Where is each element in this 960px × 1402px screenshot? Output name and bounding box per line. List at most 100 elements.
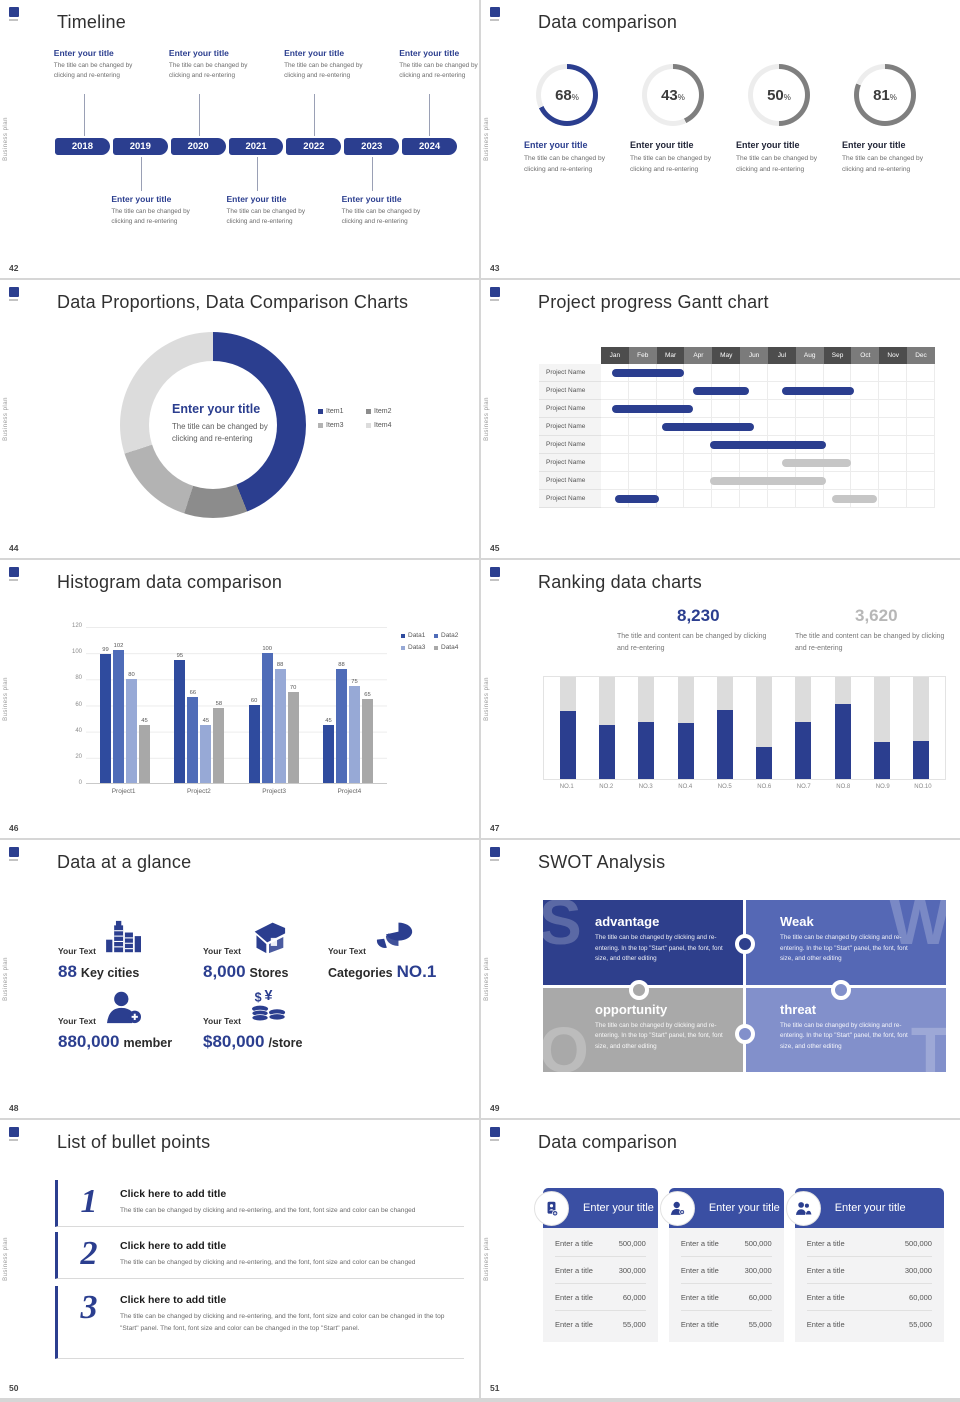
rings-row: 68% Enter your title The title can be chan… [524, 64, 948, 175]
slide-46-histogram[interactable]: Business plan Histogram data comparison … [0, 560, 479, 838]
histogram-bar [287, 692, 299, 783]
gantt-month-header: Apr [684, 347, 713, 364]
card-row-label: Enter a title [680, 1238, 719, 1248]
gantt-grid-cell [879, 418, 908, 435]
gantt-row-label: Project Name [539, 400, 601, 418]
timeline-connector [83, 94, 85, 136]
page-title: Histogram data comparison [57, 572, 283, 592]
bar-wrapper: 58 [213, 627, 225, 783]
bar-wrapper: 45 [200, 627, 212, 783]
ranking-chart [543, 676, 946, 780]
bar-value-label: 45 [202, 717, 210, 724]
legend-swatch [318, 409, 323, 414]
donut-hole [149, 361, 277, 489]
gantt-grid-cell [851, 472, 880, 489]
gantt-row: Project Name [539, 400, 935, 418]
gantt-bar [781, 459, 852, 467]
timeline-year-pill: 2024 [402, 138, 458, 155]
timeline-entry-heading: Enter your title [226, 194, 287, 204]
gantt-row-label: Project Name [539, 418, 601, 436]
ranking-bar-track [795, 677, 812, 779]
ranking-bar-label: NO.6 [757, 784, 772, 790]
stat-item-top: Your Text $ ¥ [203, 988, 353, 1029]
bar-value-label: 70 [289, 685, 297, 691]
timeline-connector [256, 157, 258, 191]
histogram-plot: 99 102 80 45 95 66 45 58 60 100 88 70 45 88 75 65 [86, 627, 387, 784]
stat-item-top: Your Text [58, 990, 208, 1029]
bar-group: 95 66 45 58 [174, 627, 225, 783]
ranking-bar-track [677, 677, 694, 779]
slide-42-timeline[interactable]: Business plan Timeline 2018 2019 2020 2021 2… [0, 0, 479, 278]
gantt-row-label: Project Name [539, 472, 601, 490]
slide-50-bullet-list[interactable]: Business plan List of bullet points 50 1… [0, 1120, 479, 1398]
slide-45-gantt-chart[interactable]: Business plan Project progress Gantt cha… [481, 280, 960, 558]
stat-value-part: Categories [328, 966, 393, 980]
gantt-row: Project Name [539, 382, 935, 400]
swot-body: The title can be changed by clicking and… [780, 934, 908, 963]
slide-43-data-comparison-rings[interactable]: Business plan Data comparison 68% Enter y… [481, 0, 960, 278]
card-header: Enter your title [534, 1188, 658, 1228]
stat-caption: The title and content can be changed by … [795, 633, 945, 652]
x-axis-label: Project2 [186, 788, 211, 795]
bullet-row: 1 Click here to add title The title can be… [55, 1180, 464, 1227]
gantt-row: Project Name [539, 436, 935, 454]
timeline-entry-body: The title can be changed by clicking and… [341, 208, 421, 226]
bar-value-label: 88 [276, 661, 284, 668]
gantt-grid-cell [796, 400, 824, 417]
gantt-grid-cell [907, 490, 935, 507]
ranking-bar-label: NO.7 [796, 784, 811, 790]
swot-letter: S [543, 900, 582, 958]
ranking-bar-track [559, 677, 576, 779]
comparison-card: Enter your title Enter a title 500,000 Ente… [659, 1188, 784, 1344]
bar-wrapper: 45 [139, 627, 150, 783]
slide-47-ranking-chart[interactable]: Business plan Ranking data charts 47 8,2… [481, 560, 960, 838]
bar-wrapper: 95 [174, 627, 186, 783]
bullet-number: 2 [80, 1235, 98, 1272]
slide-48-data-at-a-glance[interactable]: Business plan Data at a glance 48 Your T… [0, 840, 479, 1118]
legend-swatch [366, 409, 371, 414]
slide-51-comparison-cards[interactable]: Business plan Data comparison Enter your… [481, 1120, 960, 1398]
gantt-grid-cell [824, 418, 852, 435]
card-data-row: Enter a title 60,000 [806, 1284, 932, 1311]
ring-item: 43% Enter your title The title can be chan… [630, 64, 736, 175]
card-body: Enter a title 500,000 Enter a title 300,000… [543, 1228, 658, 1342]
page-title: SWOT Analysis [538, 852, 666, 872]
y-axis-tick: 120 [71, 623, 82, 629]
slide-44-donut-chart[interactable]: Business plan Data Proportions, Data Com… [0, 280, 479, 558]
gantt-grid-cell [796, 418, 824, 435]
gantt-grid-cell [879, 454, 908, 471]
gantt-grid-cell [740, 400, 768, 417]
histogram-bar [348, 685, 360, 783]
store-icon [249, 920, 289, 959]
bar-wrapper: 99 [100, 627, 111, 783]
stat-value: 3,620 [855, 606, 898, 625]
legend-item: Item4 [366, 422, 414, 429]
brand-logo [9, 287, 19, 301]
timeline-entry-body: The title can be changed by clicking and… [399, 62, 478, 80]
page-number: 50 [9, 1383, 19, 1393]
gantt-grid-cell [740, 418, 768, 435]
timeline-year-pill: 2022 [286, 138, 342, 155]
bullet-text: Click here to add title The title can be … [120, 1232, 464, 1278]
histogram-bar [213, 707, 225, 783]
brand-logo [490, 847, 500, 861]
timeline-connector [314, 94, 316, 136]
stat-value-part: $80,000 [203, 1032, 265, 1051]
bar-value-label: 66 [189, 690, 197, 697]
card-row-label: Enter a title [555, 1292, 593, 1302]
stat-item-value: 8,000 Stores [203, 962, 353, 982]
timeline-entry: Enter your title The title can be changed… [284, 48, 380, 82]
progress-value: 81 [873, 86, 890, 104]
stat-value-part: Key cities [80, 966, 140, 980]
brand-logo [9, 847, 19, 861]
gantt-month-header: Sep [823, 347, 852, 364]
puzzle-knob [735, 934, 755, 954]
bullet-text: Click here to add title The title can be … [120, 1286, 464, 1358]
legend-label: Data2 [441, 632, 459, 639]
card-data-row: Enter a title 500,000 [555, 1230, 646, 1257]
puzzle-knob [735, 1024, 755, 1044]
ranking-stats: 8,230 The title and content can be change… [611, 606, 950, 655]
timeline-year-pill: 2020 [170, 138, 226, 155]
